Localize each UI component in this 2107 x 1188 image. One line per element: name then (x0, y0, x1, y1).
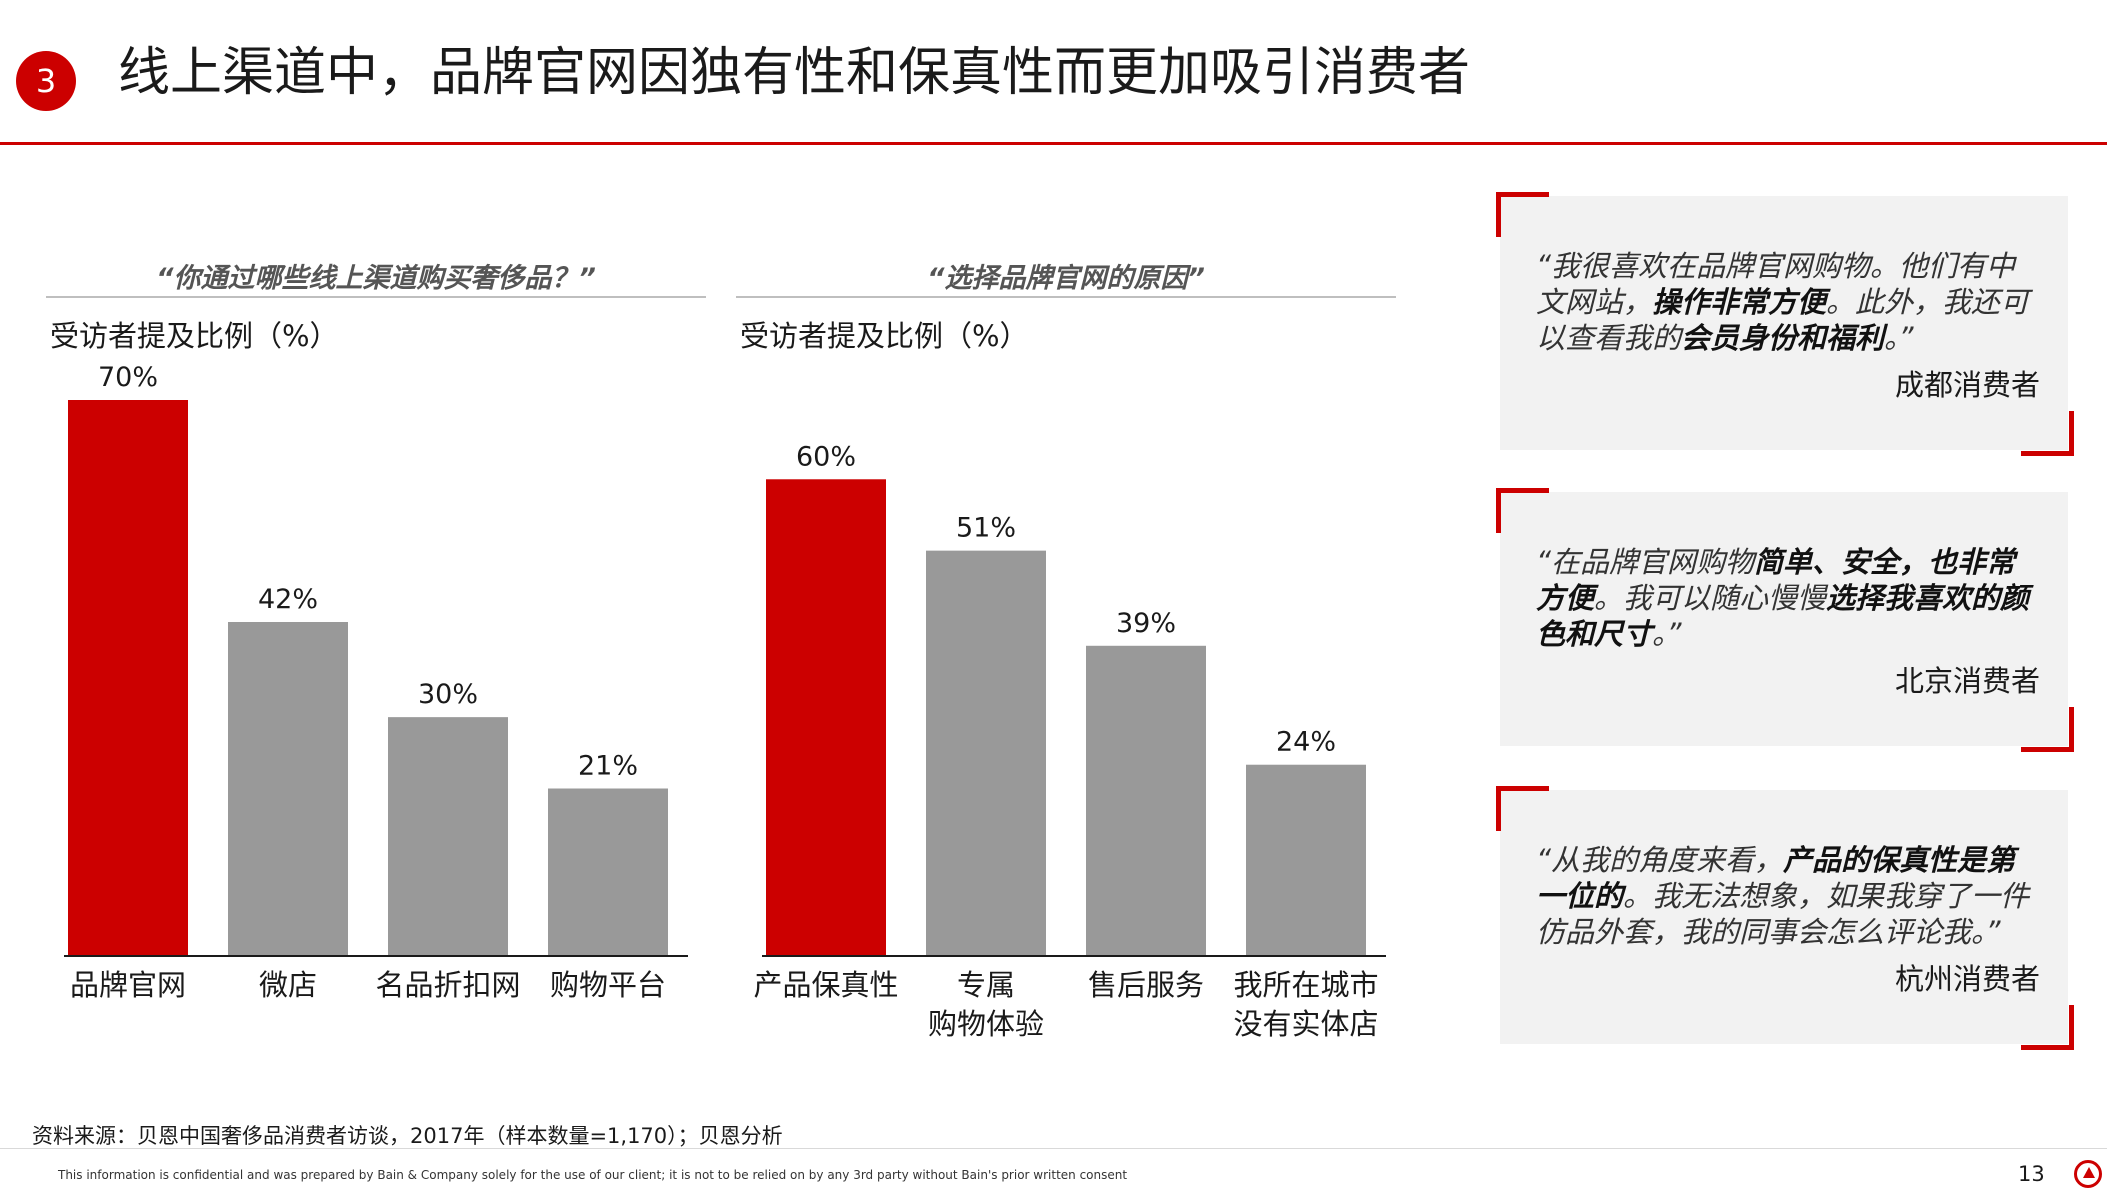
quote-corner-accent (1496, 786, 1549, 831)
quote-segment: 。” (1652, 617, 1682, 651)
quote-author: 杭州消费者 (1894, 962, 2040, 996)
bar-value-label: 21% (578, 751, 638, 782)
quote-corner-accent (2021, 1005, 2074, 1050)
quote-emphasis: 会员身份和福利 (1681, 321, 1885, 355)
chart-1-divider (46, 296, 706, 298)
quote-emphasis: 选择我喜欢的颜色和尺寸 (1536, 581, 2030, 651)
bar (548, 788, 668, 955)
bar (228, 622, 348, 955)
quote-emphasis: 产品的保真性是第一位的 (1536, 843, 2016, 913)
category-tick-label: 专属 (957, 968, 1015, 1002)
bar-value-label: 30% (418, 679, 478, 710)
category-tick-label: 售后服务 (1088, 968, 1204, 1002)
category-tick-label: 名品折扣网 (375, 968, 520, 1002)
bar (68, 400, 188, 955)
quote-segment: 。” (1884, 321, 1914, 355)
quote-emphasis: 操作非常方便 (1652, 285, 1827, 319)
chart-2-axis-label: 受访者提及比例（%） (740, 319, 1029, 353)
quote-corner-accent (2021, 707, 2074, 752)
category-tick-label: 产品保真性 (753, 968, 898, 1002)
bain-logo-icon (2074, 1160, 2102, 1188)
category-tick-label: 我所在城市 (1233, 968, 1378, 1002)
category-tick-label: 品牌官网 (70, 968, 186, 1002)
bar-value-label: 70% (98, 362, 158, 393)
quote-author: 北京消费者 (1894, 664, 2040, 698)
quote-text: “我很喜欢在品牌官网购物。他们有中文网站，操作非常方便。此外，我还可以查看我的会… (1536, 248, 2040, 356)
bar-value-label: 42% (258, 584, 318, 615)
bar (1246, 764, 1366, 955)
chart-1-axis-label: 受访者提及比例（%） (50, 319, 339, 353)
quote-segment: 。此外，我还可以查看我的 (1536, 285, 2030, 355)
quote-author: 成都消费者 (1894, 368, 2040, 402)
quote-corner-accent (1496, 488, 1549, 533)
quote-corner-accent (2021, 411, 2074, 456)
title-divider (0, 142, 2107, 145)
confidentiality-disclaimer: This information is confidential and was… (58, 1168, 1128, 1182)
quote-emphasis: 简单、安全，也非常方便 (1536, 545, 2016, 615)
quote-text: “从我的角度来看，产品的保真性是第一位的。我无法想象，如果我穿了一件仿品外套，我… (1536, 842, 2040, 950)
footer-divider (0, 1148, 2107, 1149)
bar-value-label: 60% (796, 441, 856, 472)
quote-segment: “在品牌官网购物 (1536, 545, 1755, 579)
category-tick-label: 购物体验 (928, 1007, 1044, 1041)
category-tick-label: 微店 (259, 968, 317, 1002)
quote-corner-accent (1496, 192, 1549, 237)
quote-segment: 。我可以随心慢慢 (1594, 581, 1827, 615)
category-tick-label: 没有实体店 (1233, 1007, 1378, 1041)
source-note: 资料来源：贝恩中国奢侈品消费者访谈，2017年（样本数量=1,170）；贝恩分析 (32, 1124, 783, 1148)
section-number-badge: 3 (16, 51, 76, 111)
category-tick-label: 购物平台 (550, 968, 666, 1002)
bar (926, 550, 1046, 955)
quote-card-beijing: “在品牌官网购物简单、安全，也非常方便。我可以随心慢慢选择我喜欢的颜色和尺寸。”… (1496, 488, 2074, 752)
bar-value-label: 39% (1116, 608, 1176, 639)
quote-segment: “我很喜欢在品牌官网购物。他们有中文网站， (1536, 249, 2016, 319)
chart-1-bar-chart: 70% 品牌官网 42% 微店 30% 名品折扣网 21% 购物平台 (64, 362, 688, 1002)
quote-segment: 。我无法想象，如果我穿了一件仿品外套，我的同事会怎么评论我。” (1536, 879, 2030, 949)
bar-value-label: 51% (956, 513, 1016, 544)
page-title: 线上渠道中，品牌官网因独有性和保真性而更加吸引消费者 (118, 43, 1471, 103)
chart-2-divider (736, 296, 1396, 298)
chart-2-question: “选择品牌官网的原因” (927, 263, 1205, 294)
bar (766, 479, 886, 955)
quote-text: “在品牌官网购物简单、安全，也非常方便。我可以随心慢慢选择我喜欢的颜色和尺寸。” (1536, 544, 2040, 652)
bar (1086, 645, 1206, 955)
quote-segment: “从我的角度来看， (1536, 843, 1784, 877)
bar (388, 717, 508, 955)
bar-value-label: 24% (1276, 727, 1336, 758)
quote-card-hangzhou: “从我的角度来看，产品的保真性是第一位的。我无法想象，如果我穿了一件仿品外套，我… (1496, 786, 2074, 1050)
quote-card-chengdu: “我很喜欢在品牌官网购物。他们有中文网站，操作非常方便。此外，我还可以查看我的会… (1496, 192, 2074, 456)
chart-1-question: “你通过哪些线上渠道购买奢侈品？” (156, 263, 596, 294)
page-number: 13 (2018, 1162, 2045, 1186)
